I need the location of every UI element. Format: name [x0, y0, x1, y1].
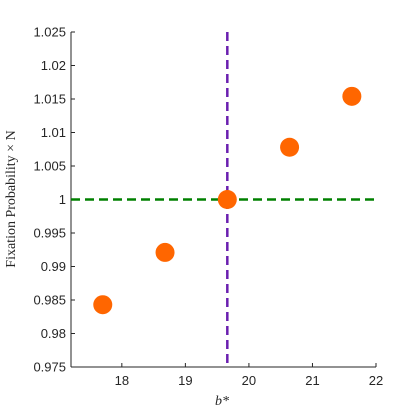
y-tick-label: 0.975: [33, 360, 66, 375]
y-axis-label: Fixation Probability × N: [4, 130, 19, 267]
y-tick-label: 0.995: [33, 226, 66, 241]
y-tick-label: 1.005: [33, 159, 66, 174]
y-tick-label: 1.01: [41, 125, 66, 140]
x-tick-label: 18: [115, 373, 129, 388]
x-tick-label: 20: [242, 373, 256, 388]
y-tick-label: 1: [59, 192, 66, 207]
reference-lines: [71, 32, 376, 367]
data-points: [93, 86, 362, 315]
y-tick-label: 1.025: [33, 25, 66, 40]
y-tick-label: 0.985: [33, 293, 66, 308]
x-tick-label: 19: [178, 373, 192, 388]
x-tick-label: 22: [369, 373, 383, 388]
x-axis-label: b*: [215, 394, 229, 409]
axes: 0.975 0.98 0.985 0.99 0.995 1 1.005 1.01 1.015 1.…: [33, 25, 383, 389]
data-point: [280, 137, 300, 157]
y-tick-label: 1.015: [33, 92, 66, 107]
y-tick-label: 1.02: [41, 58, 66, 73]
x-tick-label: 21: [305, 373, 319, 388]
data-point: [342, 86, 362, 106]
data-point: [155, 242, 175, 262]
y-tick-label: 0.99: [41, 259, 66, 274]
y-tick-label: 0.98: [41, 326, 66, 341]
data-point: [217, 190, 237, 209]
data-point: [93, 295, 113, 315]
